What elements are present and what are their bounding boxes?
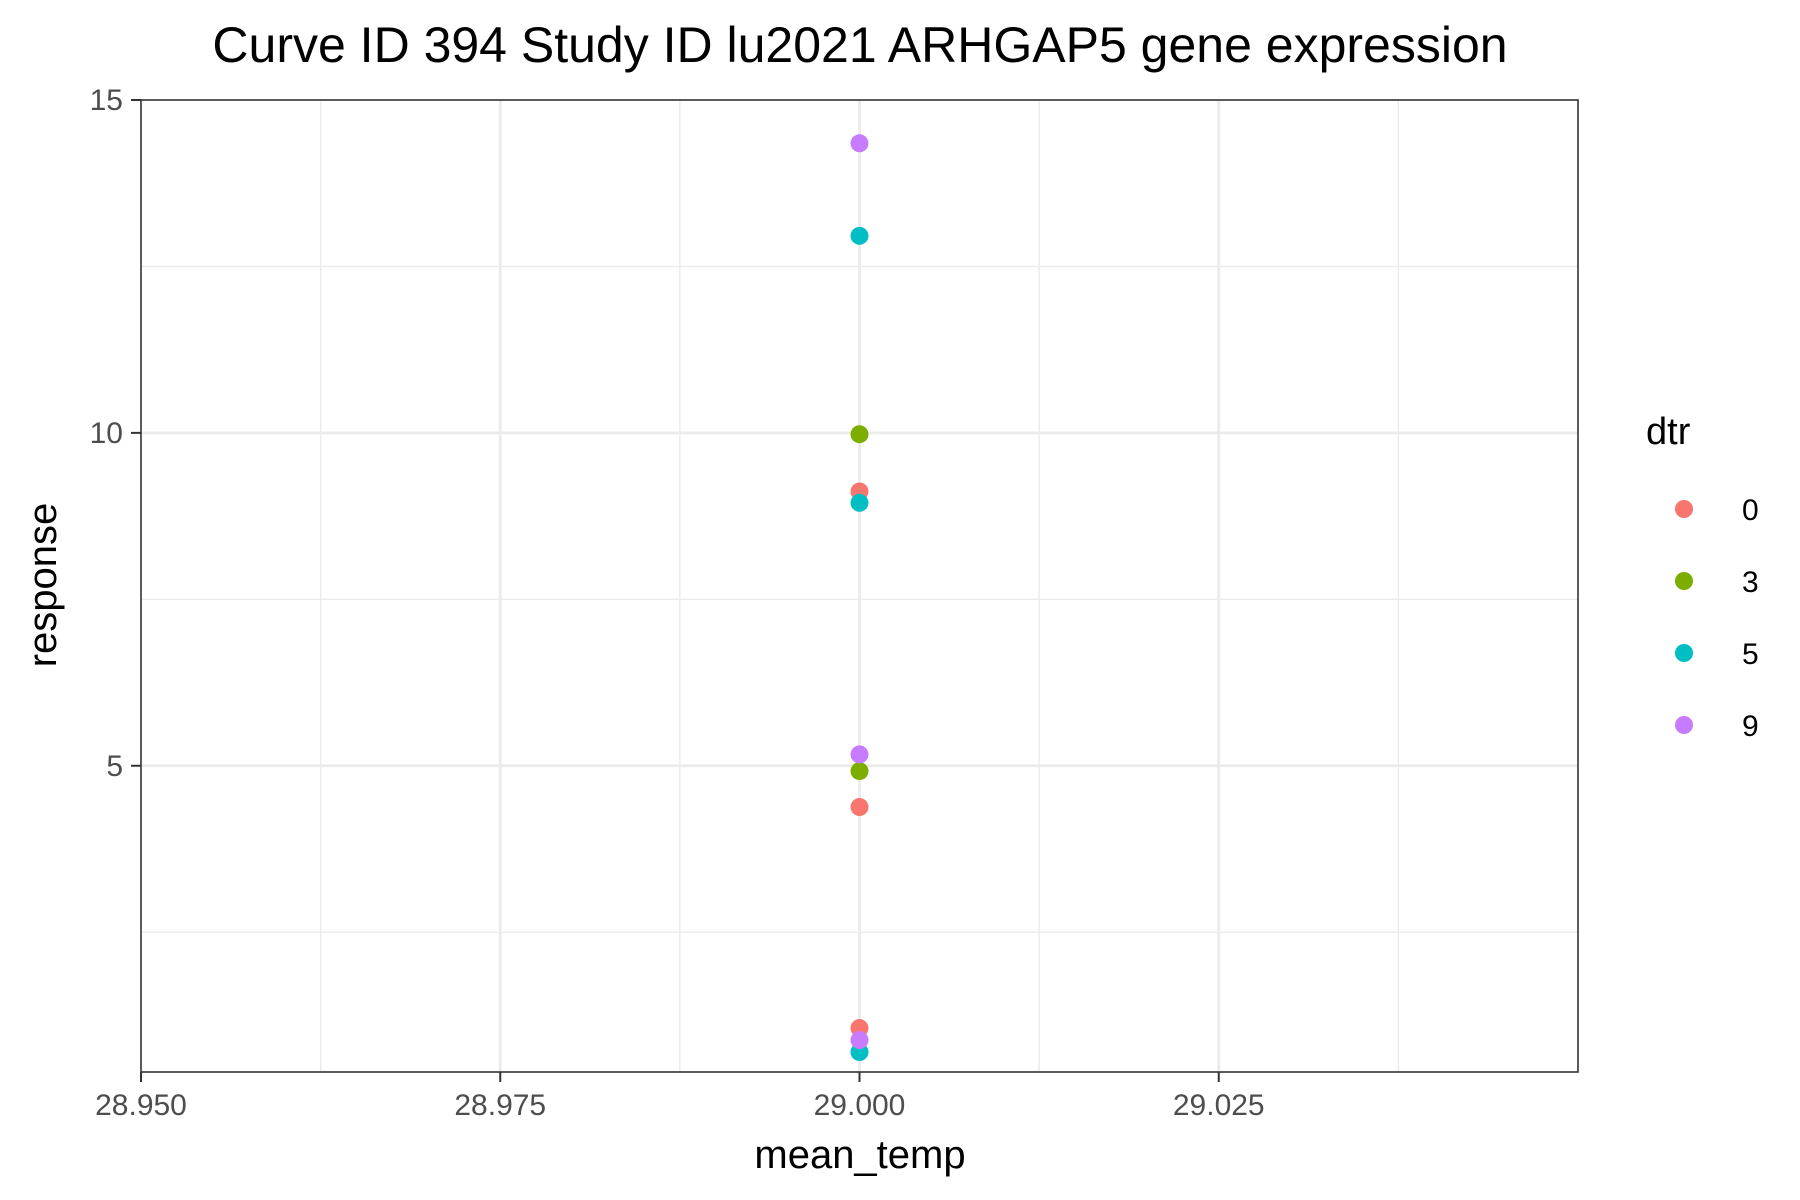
x-axis-title: mean_temp xyxy=(754,1133,965,1177)
data-point-dtr-9 xyxy=(850,1031,869,1050)
y-tick-label: 5 xyxy=(106,750,123,783)
y-tick-label: 15 xyxy=(90,84,123,117)
data-point-dtr-5 xyxy=(850,226,869,245)
legend-key-0 xyxy=(1675,500,1693,518)
legend: dtr 0 3 5 9 xyxy=(1646,411,1759,743)
legend-label-0: 0 xyxy=(1742,494,1759,527)
data-point-dtr-9 xyxy=(850,134,869,153)
data-point-dtr-0 xyxy=(850,798,869,817)
x-tick-label: 29.000 xyxy=(814,1089,906,1122)
legend-key-5 xyxy=(1675,644,1693,662)
legend-key-3 xyxy=(1675,572,1693,590)
data-points xyxy=(850,134,869,1062)
chart-title: Curve ID 394 Study ID lu2021 ARHGAP5 gen… xyxy=(212,17,1507,73)
y-tick-label: 10 xyxy=(90,417,123,450)
legend-items: 0 3 5 9 xyxy=(1675,494,1759,743)
data-point-dtr-9 xyxy=(850,745,869,764)
legend-title: dtr xyxy=(1646,411,1691,453)
x-tick-label: 28.975 xyxy=(454,1089,546,1122)
data-point-dtr-3 xyxy=(850,762,869,781)
legend-key-9 xyxy=(1675,716,1693,734)
x-tick-label: 28.950 xyxy=(95,1089,187,1122)
x-tick-label: 29.025 xyxy=(1173,1089,1265,1122)
y-axis-title: response xyxy=(21,503,65,668)
legend-label-3: 3 xyxy=(1742,566,1759,599)
legend-label-9: 9 xyxy=(1742,710,1759,743)
data-point-dtr-3 xyxy=(850,425,869,444)
data-point-dtr-5 xyxy=(850,493,869,512)
axis-ticks: 28.950 28.975 29.000 29.025 5 10 15 xyxy=(90,84,1265,1122)
legend-label-5: 5 xyxy=(1742,638,1759,671)
